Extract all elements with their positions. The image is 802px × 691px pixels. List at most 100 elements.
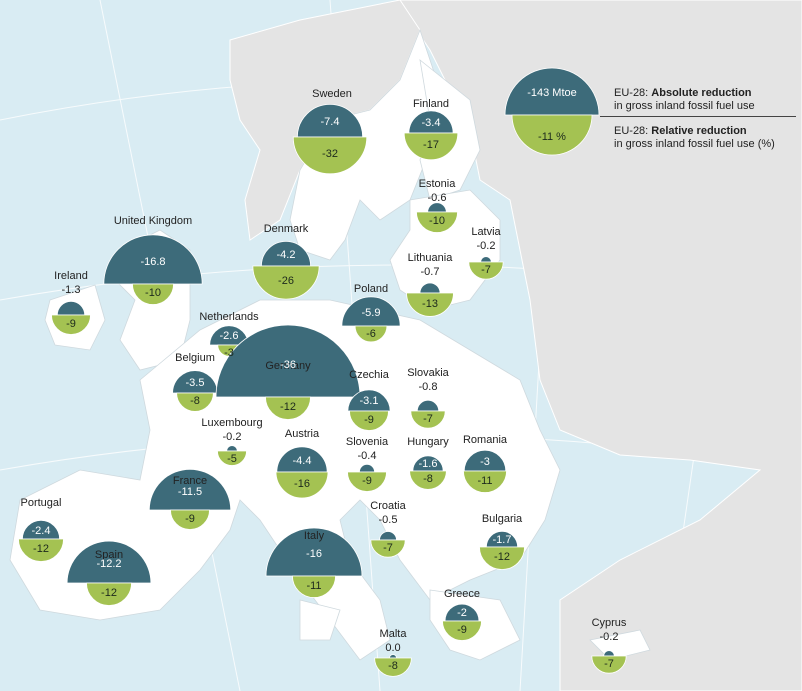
czechia-absolute-value: -3.1	[359, 395, 379, 408]
germany-relative-semicircle	[265, 396, 311, 420]
lithuania-relative-value: -13	[422, 297, 438, 310]
spain-name-label: Spain	[94, 549, 124, 561]
estonia-name-label: Estonia	[418, 178, 456, 190]
italy-absolute-value: -16	[306, 548, 322, 561]
poland-name-label: Poland	[353, 283, 389, 295]
legend-relative-prefix: EU-28:	[614, 125, 652, 137]
spain-relative-value: -12	[101, 587, 117, 600]
lithuania-absolute-value: -0.7	[420, 266, 440, 278]
czechia-absolute-semicircle	[347, 389, 391, 412]
legend-relative: EU-28: Relative reduction in gross inland…	[614, 125, 775, 151]
poland-absolute-semicircle	[341, 296, 401, 327]
spain-absolute-semicircle	[66, 540, 152, 584]
greece-relative-semicircle	[442, 620, 482, 641]
portugal-relative-semicircle	[18, 538, 64, 562]
denmark-relative-value: -26	[278, 274, 294, 287]
malta-absolute-value: 0.0	[385, 642, 401, 654]
legend-absolute-description: in gross inland fossil fuel use	[614, 100, 755, 112]
spain-relative-semicircle	[86, 582, 132, 606]
slovenia-absolute-value: -0.4	[357, 450, 377, 462]
slovakia-absolute-semicircle	[416, 399, 440, 412]
czechia-relative-value: -9	[364, 413, 374, 426]
romania-relative-semicircle	[463, 470, 507, 493]
slovenia-relative-value: -9	[362, 474, 372, 487]
austria-absolute-value: -4.4	[292, 454, 312, 467]
croatia-name-label: Croatia	[370, 500, 406, 512]
luxembourg-relative-semicircle	[217, 450, 247, 466]
legend-absolute: EU-28: Absolute reduction in gross inland…	[614, 87, 755, 113]
italy-name-label: Italy	[303, 530, 325, 542]
hungary-absolute-semicircle	[412, 455, 444, 472]
finland-absolute-semicircle	[408, 110, 454, 134]
portugal-absolute-value: -2.4	[31, 524, 51, 537]
czechia-name-label: Czechia	[349, 369, 389, 381]
italy-absolute-semicircle	[265, 527, 363, 577]
germany-relative-value: -12	[280, 401, 296, 414]
france-absolute-semicircle	[148, 468, 232, 511]
estonia-absolute-value: -0.6	[427, 192, 447, 204]
france-relative-value: -9	[185, 512, 195, 525]
united-kingdom-name-label: United Kingdom	[113, 215, 193, 227]
belgium-relative-semicircle	[176, 392, 214, 412]
legend-relative-title: Relative reduction	[651, 125, 747, 137]
slovakia-name-label: Slovakia	[407, 367, 449, 379]
czechia-relative-semicircle	[349, 410, 389, 431]
hungary-absolute-value: -1.6	[418, 458, 438, 471]
malta-absolute-semicircle	[389, 654, 397, 659]
malta-name-label: Malta	[379, 628, 407, 640]
bulgaria-relative-value: -12	[494, 551, 510, 564]
france-relative-semicircle	[170, 509, 210, 530]
ireland-absolute-value: -1.3	[61, 284, 81, 296]
latvia-relative-value: -7	[481, 264, 491, 276]
luxembourg-absolute-value: -0.2	[222, 431, 242, 443]
italy-relative-semicircle	[292, 575, 336, 598]
greece-relative-value: -9	[457, 623, 467, 636]
finland-absolute-value: -3.4	[421, 117, 441, 130]
croatia-absolute-value: -0.5	[378, 514, 398, 526]
croatia-relative-semicircle	[370, 539, 406, 558]
austria-absolute-semicircle	[276, 446, 328, 473]
cyprus-name-label: Cyprus	[591, 617, 627, 629]
belgium-name-label: Belgium	[175, 352, 215, 364]
germany-name-label: Germany	[265, 360, 311, 372]
sweden-name-label: Sweden	[312, 88, 352, 100]
legend-divider	[600, 116, 796, 117]
austria-name-label: Austria	[284, 428, 320, 440]
slovakia-relative-value: -7	[423, 413, 433, 425]
latvia-relative-semicircle	[468, 261, 504, 280]
slovakia-relative-semicircle	[410, 410, 446, 429]
latvia-absolute-value: -0.2	[476, 240, 496, 252]
malta-relative-value: -8	[388, 660, 398, 673]
spain-absolute-value: -12.2	[96, 558, 122, 571]
bulgaria-relative-semicircle	[479, 546, 525, 570]
luxembourg-name-label: Luxembourg	[201, 417, 263, 429]
romania-absolute-value: -3	[480, 455, 490, 468]
estonia-absolute-semicircle	[427, 202, 447, 213]
sweden-absolute-value: -7.4	[320, 116, 340, 129]
austria-relative-value: -16	[294, 477, 310, 490]
netherlands-absolute-value: -2.6	[219, 330, 239, 343]
legend-absolute-title: Absolute reduction	[651, 87, 752, 99]
denmark-absolute-semicircle	[261, 241, 311, 267]
sweden-absolute-semicircle	[296, 103, 364, 138]
poland-relative-value: -6	[366, 328, 376, 340]
austria-relative-semicircle	[275, 471, 329, 499]
ireland-relative-semicircle	[51, 314, 91, 335]
greece-name-label: Greece	[443, 588, 481, 600]
bulgaria-absolute-value: -1.7	[492, 533, 512, 546]
malta-relative-semicircle	[374, 657, 412, 677]
sweden-relative-semicircle	[292, 136, 368, 175]
united-kingdom-absolute-value: -16.8	[140, 255, 166, 268]
united-kingdom-relative-semicircle	[132, 283, 174, 305]
legend-absolute-semicircle	[504, 67, 600, 116]
ireland-relative-value: -9	[66, 317, 76, 330]
denmark-relative-semicircle	[252, 265, 320, 300]
united-kingdom-relative-value: -10	[145, 287, 161, 300]
denmark-name-label: Denmark	[263, 223, 309, 235]
romania-absolute-semicircle	[463, 449, 507, 472]
hungary-relative-value: -8	[423, 473, 433, 486]
germany-absolute-value: -36	[280, 358, 296, 371]
hungary-relative-semicircle	[409, 470, 447, 490]
